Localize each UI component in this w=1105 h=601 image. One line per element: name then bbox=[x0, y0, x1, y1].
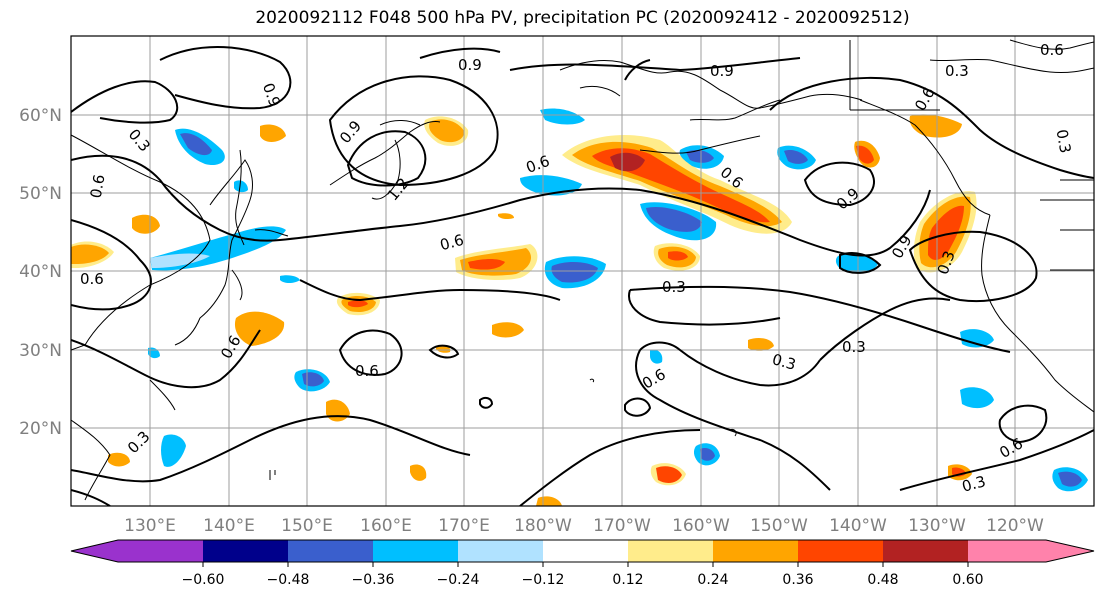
contour-label-k: 0.6 bbox=[438, 231, 466, 255]
precipitation-shading bbox=[71, 108, 1088, 506]
map-border bbox=[70, 35, 1095, 507]
lat-label-40n: 40°N bbox=[19, 262, 62, 282]
contour-label-y: 0.3 bbox=[1053, 128, 1075, 155]
contour-label-o: 0.3 bbox=[662, 278, 686, 296]
colorbar-tick-label: 0.60 bbox=[952, 572, 983, 588]
lat-label-50n: 50°N bbox=[19, 184, 62, 204]
lon-label-170w: 170°W bbox=[593, 516, 651, 536]
contour-label-r: 0.6 bbox=[355, 362, 379, 380]
coastlines bbox=[71, 39, 1094, 501]
lon-label-140e: 140°E bbox=[203, 516, 255, 536]
colorbar-tick-label: 0.48 bbox=[867, 572, 898, 588]
lon-label-180w: 180°W bbox=[514, 516, 572, 536]
colorbar: −0.60 −0.48 −0.36 −0.24 −0.12 0.12 0.24 … bbox=[70, 539, 1095, 588]
pv-contours bbox=[71, 46, 1094, 506]
colorbar-tick-label: −0.48 bbox=[267, 572, 310, 588]
colorbar-segment bbox=[373, 540, 458, 562]
contour-label-u: 0.3 bbox=[842, 338, 866, 356]
colorbar-tick-label: 0.36 bbox=[782, 572, 813, 588]
colorbar-tick-label: −0.60 bbox=[182, 572, 225, 588]
lon-label-170e: 170°E bbox=[438, 516, 490, 536]
colorbar-right-arrow bbox=[968, 540, 1094, 562]
colorbar-segment bbox=[288, 540, 373, 562]
contour-label-b: 0.9 bbox=[710, 62, 734, 80]
colorbar-tick-label: −0.24 bbox=[437, 572, 480, 588]
contour-label-x: 0.3 bbox=[960, 472, 988, 496]
colorbar-segment bbox=[628, 540, 713, 562]
colorbar-segment bbox=[118, 540, 203, 562]
lon-label-160e: 160°E bbox=[360, 516, 412, 536]
colorbar-tick-label: 0.24 bbox=[697, 572, 728, 588]
colorbar-segment bbox=[713, 540, 798, 562]
colorbar-segment bbox=[543, 540, 628, 562]
contour-label-i: 0.6 bbox=[87, 173, 109, 200]
contour-label-d: 0.6 bbox=[1040, 41, 1064, 59]
contour-label-p: 0.6 bbox=[80, 270, 104, 288]
colorbar-tick-label: −0.36 bbox=[352, 572, 395, 588]
lat-label-30n: 30°N bbox=[19, 341, 62, 361]
lon-label-130e: 130°E bbox=[124, 516, 176, 536]
contour-label-c: 0.3 bbox=[945, 62, 969, 80]
lon-label-140w: 140°W bbox=[829, 516, 887, 536]
colorbar-segment bbox=[458, 540, 543, 562]
lon-label-130w: 130°W bbox=[908, 516, 966, 536]
contour-label-t: 0.3 bbox=[770, 350, 798, 374]
colorbar-segment bbox=[203, 540, 288, 562]
lon-label-150e: 150°E bbox=[281, 516, 333, 536]
colorbar-tick-label: 0.12 bbox=[612, 572, 643, 588]
lon-label-160w: 160°W bbox=[672, 516, 730, 536]
contour-label-a: 0.9 bbox=[458, 56, 482, 74]
map-title: 2020092112 F048 500 hPa PV, precipitatio… bbox=[255, 8, 910, 28]
colorbar-tick-label: −0.12 bbox=[522, 572, 565, 588]
lat-label-20n: 20°N bbox=[19, 419, 62, 439]
colorbar-left-arrow bbox=[71, 540, 118, 562]
graticule bbox=[71, 36, 1094, 506]
colorbar-segment bbox=[798, 540, 883, 562]
lat-label-60n: 60°N bbox=[19, 106, 62, 126]
lon-label-150w: 150°W bbox=[750, 516, 808, 536]
lon-label-120w: 120°W bbox=[986, 516, 1044, 536]
colorbar-segment bbox=[883, 540, 968, 562]
